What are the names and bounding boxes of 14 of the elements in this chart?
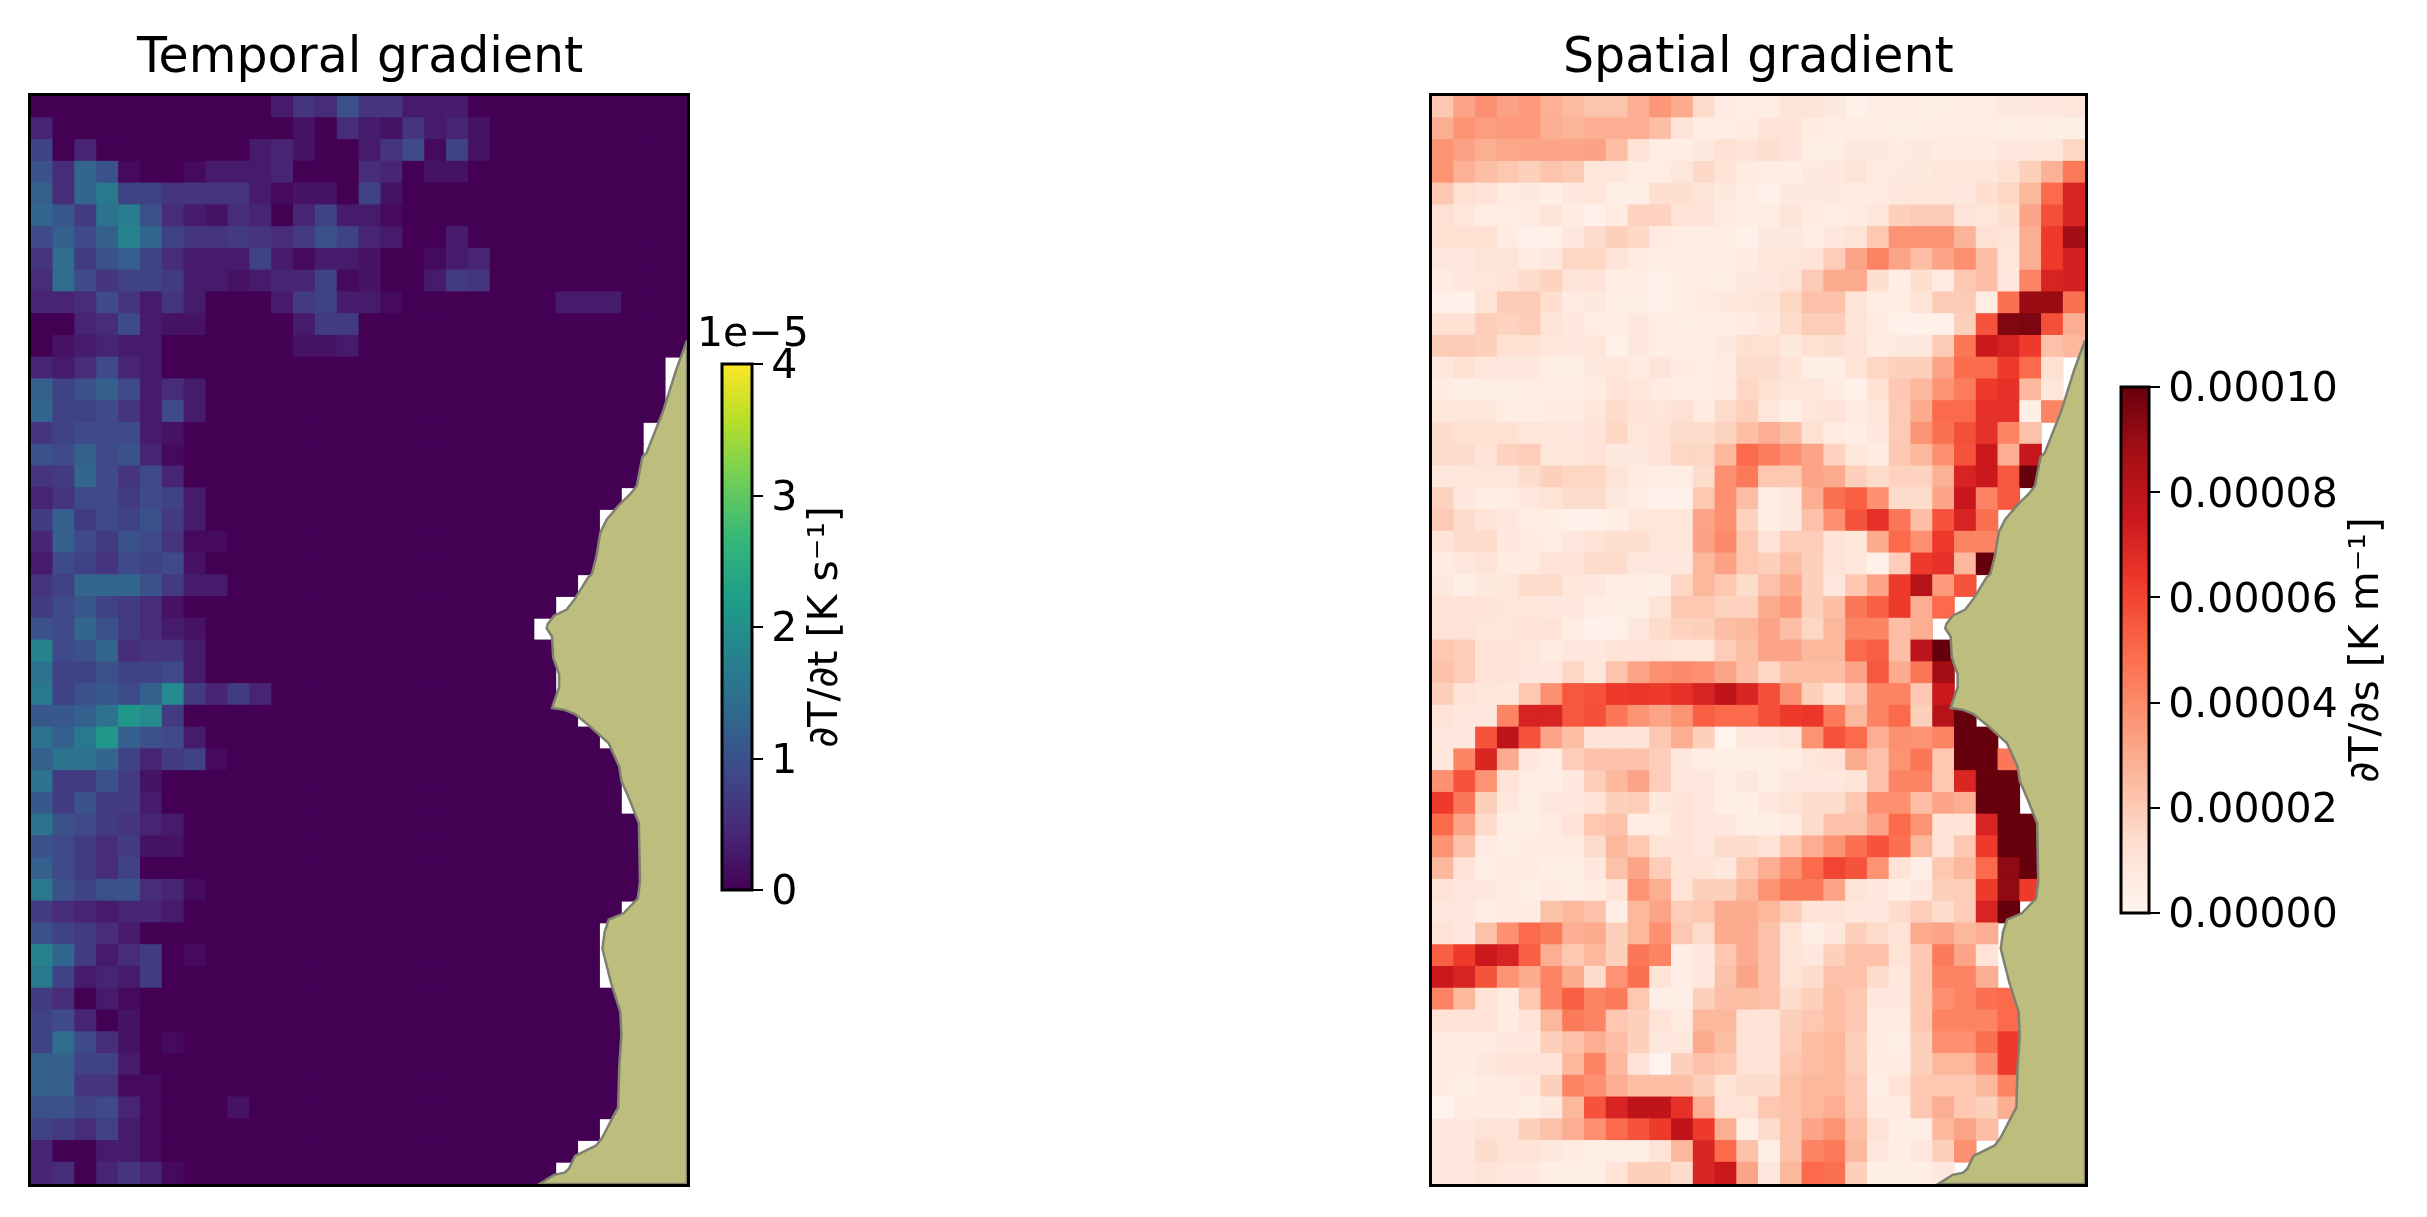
color-bar-label: 0.00006 [2168,573,2338,622]
chart-title: Spatial gradient [1563,27,1954,84]
color-bar-label: 3 [771,471,798,520]
color-bar-label: 0 [771,866,798,915]
color-bar-label: 2 [771,603,798,652]
color-bar-label: 0.00002 [2168,784,2338,833]
color-bar-label: 0.00008 [2168,468,2338,517]
color-bar-label: 1 [771,734,798,783]
color-bar-title: ∂T/∂t [K s⁻¹] [799,506,848,748]
color-bar-label: 0.00004 [2168,678,2338,727]
chart-title: Temporal gradient [136,27,584,84]
color-bar-title: ∂T/∂s [K m⁻¹] [2339,517,2388,783]
color-bar-label: 0.00000 [2168,889,2338,938]
color-bar-label: 0.00010 [2168,363,2338,412]
